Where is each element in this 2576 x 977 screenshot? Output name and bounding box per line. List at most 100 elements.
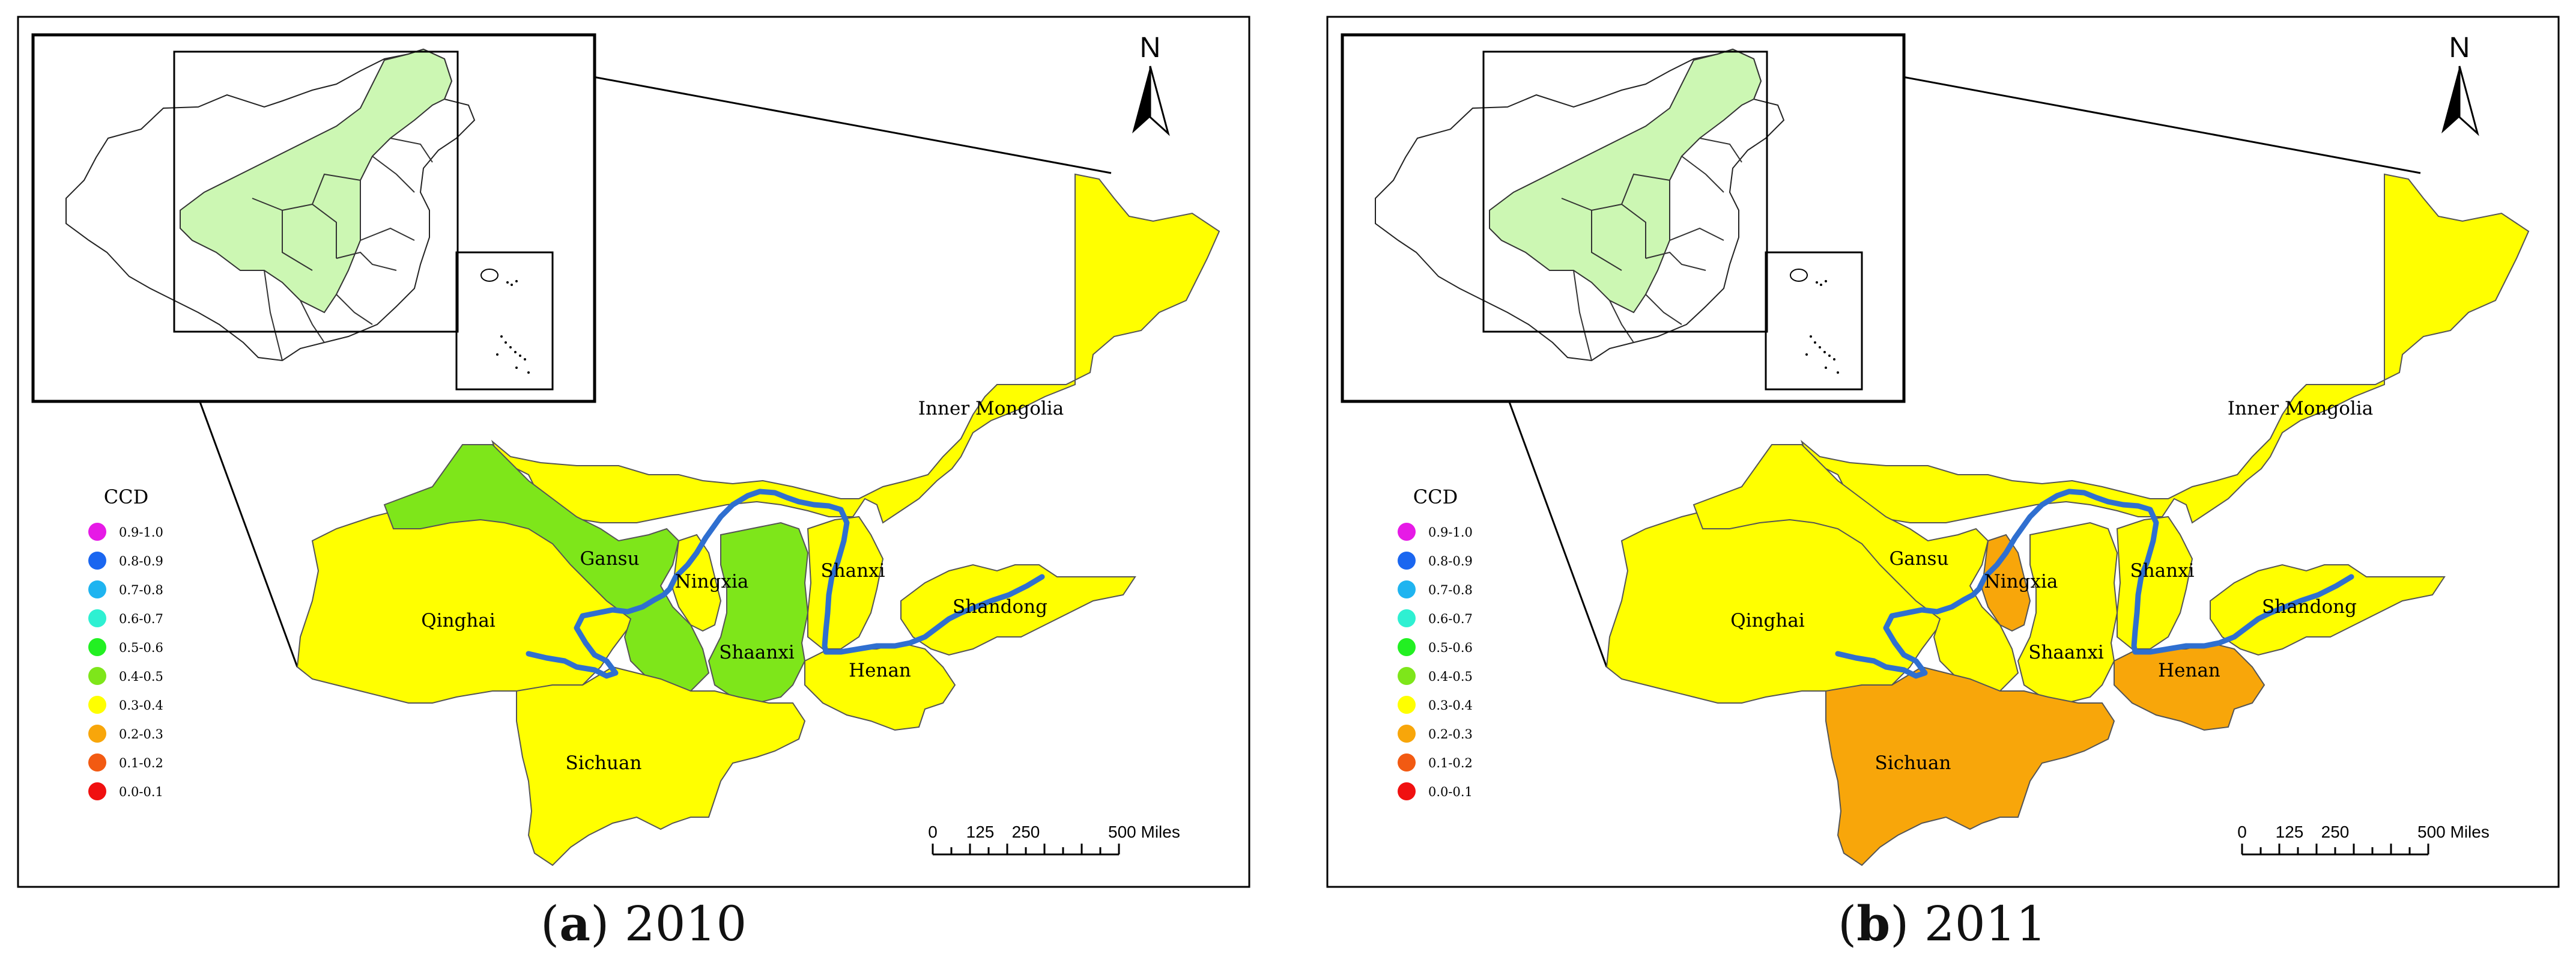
legend-swatch	[1398, 580, 1416, 598]
panel-caption: (b) 2011	[1838, 895, 2047, 952]
north-arrow: N	[2441, 32, 2479, 136]
legend-label: 0.0-0.1	[119, 785, 163, 799]
map-panel-b: N Inner Mongolia Gansu Ningxia Qinghai S…	[1309, 0, 2571, 895]
legend: CCD 0.9-1.0 0.8-0.9 0.7-0.8 0.6-0.7 0.5-0.6 0…	[1398, 485, 1473, 800]
legend-swatch	[88, 638, 106, 656]
region-shandong	[900, 564, 1136, 656]
region-ningxia	[671, 534, 722, 632]
legend-label: 0.3-0.4	[1428, 698, 1473, 713]
svg-text:CCD: CCD	[104, 485, 149, 508]
region-sichuan	[516, 666, 806, 866]
legend-label: 0.6-0.7	[1428, 612, 1473, 626]
inset-map	[31, 33, 596, 403]
scale-label: 125	[2276, 823, 2304, 841]
legend-swatch	[1398, 523, 1416, 541]
legend-swatch	[1398, 725, 1416, 743]
legend-label: 0.5-0.6	[119, 641, 163, 655]
scale-bar: 0 125 250 500 Miles	[2237, 823, 2490, 856]
legend-swatch	[1398, 638, 1416, 656]
region-inner-mongolia	[1800, 173, 2530, 524]
region-label-inner-mongolia: Inner Mongolia	[918, 398, 1064, 419]
region-gansu	[383, 444, 710, 692]
scale-label: 250	[2321, 823, 2350, 841]
region-label-shaanxi: Shaanxi	[719, 642, 795, 663]
legend-swatch	[1398, 667, 1416, 685]
yellow-river	[1835, 488, 2354, 679]
region-label-sichuan: Sichuan	[566, 752, 642, 774]
panel-year: 2010	[624, 896, 747, 952]
region-gansu	[1693, 444, 2019, 692]
scale-label: 500 Miles	[1108, 823, 1180, 841]
region-label-henan: Henan	[2158, 660, 2220, 681]
panel-letter: a	[559, 895, 591, 952]
legend-swatch	[88, 552, 106, 570]
region-label-gansu: Gansu	[1889, 548, 1948, 570]
study-area-map	[1605, 173, 2530, 866]
inset-study-area	[1489, 48, 1762, 314]
legend-swatch	[1398, 552, 1416, 570]
legend-label: 0.4-0.5	[119, 669, 163, 684]
region-label-shanxi: Shanxi	[820, 560, 885, 582]
region-label-inner-mongolia: Inner Mongolia	[2228, 398, 2373, 419]
region-label-qinghai: Qinghai	[1730, 610, 1805, 632]
panel-letter: b	[1856, 895, 1891, 952]
legend-label: 0.4-0.5	[1428, 669, 1473, 684]
legend-swatch	[88, 725, 106, 743]
yellow-river	[526, 488, 1045, 679]
region-label-sichuan: Sichuan	[1875, 752, 1951, 774]
legend-swatch	[88, 523, 106, 541]
legend-label: 0.1-0.2	[1428, 756, 1473, 770]
scale-label: 125	[966, 823, 995, 841]
legend-label: 0.1-0.2	[119, 756, 163, 770]
legend-label: 0.9-1.0	[119, 525, 163, 540]
region-label-gansu: Gansu	[580, 548, 639, 570]
svg-text:N: N	[1140, 32, 1161, 64]
region-inner-mongolia	[491, 173, 1220, 524]
region-shaanxi	[708, 522, 809, 704]
inset-map	[1341, 33, 1906, 403]
legend-label: 0.8-0.9	[1428, 554, 1473, 568]
legend-swatch	[88, 609, 106, 627]
legend-swatch	[88, 782, 106, 800]
map-svg: N Inner Mongolia Gansu Ningxia Qinghai S…	[17, 16, 1250, 888]
region-label-qinghai: Qinghai	[421, 610, 496, 632]
legend-swatch	[1398, 753, 1416, 772]
svg-text:CCD: CCD	[1413, 485, 1458, 508]
legend-label: 0.7-0.8	[1428, 583, 1473, 597]
legend-label: 0.8-0.9	[119, 554, 163, 568]
legend-swatch	[88, 580, 106, 598]
map-panel-a: N Inner Mongolia Gansu Ningxia Qinghai S…	[0, 0, 1261, 895]
legend: CCD 0.9-1.0 0.8-0.9 0.7-0.8 0.6-0.7 0.5-0.6 0…	[88, 485, 163, 800]
region-label-shandong: Shandong	[2262, 596, 2357, 618]
panel-year: 2011	[1924, 896, 2047, 952]
region-ningxia	[1981, 534, 2031, 632]
south-china-sea-inset	[1765, 251, 1863, 391]
region-label-shandong: Shandong	[953, 596, 1047, 618]
legend-swatch	[1398, 609, 1416, 627]
panel-caption: (a) 2010	[541, 895, 747, 952]
region-sichuan	[1825, 666, 2115, 866]
scale-label: 500 Miles	[2417, 823, 2490, 841]
region-shaanxi	[2017, 522, 2118, 704]
legend-label: 0.6-0.7	[119, 612, 163, 626]
legend-label: 0.2-0.3	[119, 727, 163, 741]
legend-label: 0.2-0.3	[1428, 727, 1473, 741]
legend-swatch	[88, 753, 106, 772]
map-svg: N Inner Mongolia Gansu Ningxia Qinghai S…	[1326, 16, 2560, 888]
legend-label: 0.7-0.8	[119, 583, 163, 597]
legend-label: 0.5-0.6	[1428, 641, 1473, 655]
region-shandong	[2210, 564, 2446, 656]
legend-swatch	[1398, 782, 1416, 800]
legend-swatch	[1398, 696, 1416, 714]
svg-text:N: N	[2449, 32, 2470, 64]
study-area-map	[296, 173, 1220, 866]
legend-label: 0.0-0.1	[1428, 785, 1473, 799]
legend-swatch	[88, 696, 106, 714]
region-label-henan: Henan	[849, 660, 911, 681]
legend-label: 0.3-0.4	[119, 698, 163, 713]
legend-swatch	[88, 667, 106, 685]
scale-label: 0	[928, 823, 938, 841]
inset-study-area	[180, 48, 453, 314]
scale-label: 0	[2237, 823, 2247, 841]
scale-bar: 0 125 250 500 Miles	[928, 823, 1180, 856]
